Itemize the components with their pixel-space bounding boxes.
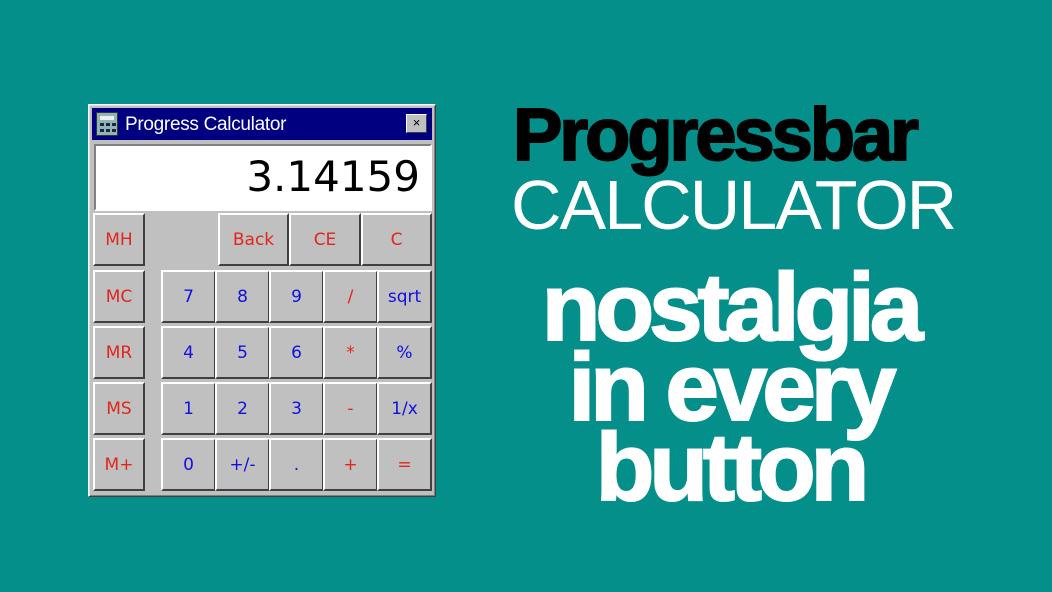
- calculator-display: 3.14159: [94, 144, 432, 211]
- key-button[interactable]: 1: [161, 382, 216, 435]
- memory-button-mh[interactable]: MH: [93, 213, 145, 266]
- ce-button[interactable]: CE: [289, 213, 361, 266]
- memory-button-mplus[interactable]: M+: [93, 438, 145, 491]
- c-button[interactable]: C: [361, 213, 432, 266]
- key-button[interactable]: *: [323, 326, 378, 379]
- headline-progressbar: Progressbar: [512, 93, 920, 176]
- key-button[interactable]: /: [323, 270, 378, 323]
- key-button[interactable]: 6: [269, 326, 324, 379]
- memory-button-mc[interactable]: MC: [93, 270, 145, 323]
- key-button[interactable]: .: [269, 438, 324, 491]
- headline-calculator: CALCULATOR: [511, 166, 957, 244]
- key-button[interactable]: +/-: [215, 438, 270, 491]
- tagline-line-2: in every: [568, 334, 898, 441]
- title-bar[interactable]: Progress Calculator ×: [92, 108, 432, 140]
- key-button[interactable]: 1/x: [377, 382, 432, 435]
- key-button[interactable]: 4: [161, 326, 216, 379]
- key-button[interactable]: +: [323, 438, 378, 491]
- calculator-icon: [96, 112, 118, 136]
- key-button[interactable]: =: [377, 438, 432, 491]
- memory-button-ms[interactable]: MS: [93, 382, 145, 435]
- key-button[interactable]: 2: [215, 382, 270, 435]
- key-button[interactable]: 9: [269, 270, 324, 323]
- key-button[interactable]: 3: [269, 382, 324, 435]
- key-button[interactable]: 5: [215, 326, 270, 379]
- key-button[interactable]: 8: [215, 270, 270, 323]
- memory-button-mr[interactable]: MR: [93, 326, 145, 379]
- calculator-window: Progress Calculator × 3.14159 MH MC MR MS M+…: [88, 104, 436, 497]
- key-button[interactable]: 7: [161, 270, 216, 323]
- back-button[interactable]: Back: [218, 213, 289, 266]
- key-button[interactable]: sqrt: [377, 270, 432, 323]
- key-button[interactable]: -: [323, 382, 378, 435]
- window-title: Progress Calculator: [125, 114, 287, 135]
- tagline-line-3: button: [595, 414, 871, 521]
- close-button[interactable]: ×: [406, 114, 427, 133]
- tagline-line-1: nostalgia: [541, 254, 924, 361]
- key-button[interactable]: %: [377, 326, 432, 379]
- key-button[interactable]: 0: [161, 438, 216, 491]
